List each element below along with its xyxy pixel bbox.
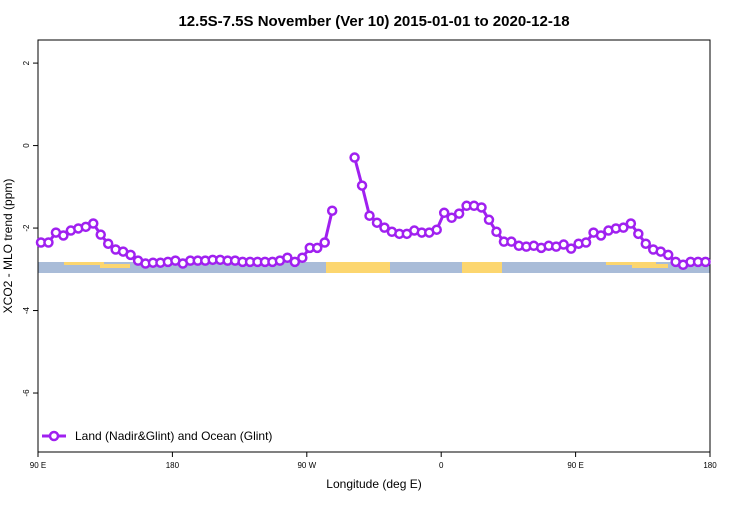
data-point bbox=[349, 152, 360, 163]
land-speck bbox=[100, 264, 130, 268]
data-point bbox=[58, 230, 69, 241]
data-point bbox=[326, 205, 338, 216]
data-point bbox=[595, 230, 607, 241]
x-tick-label: 0 bbox=[439, 461, 444, 470]
y-tick-label: 0 bbox=[22, 143, 31, 148]
y-axis-label: XCO2 - MLO trend (ppm) bbox=[1, 179, 15, 314]
plot-frame bbox=[37, 39, 711, 453]
data-point bbox=[640, 238, 652, 249]
legend-label: Land (Nadir&Glint) and Ocean (Glint) bbox=[75, 429, 272, 443]
data-point bbox=[438, 207, 450, 219]
data-point bbox=[491, 226, 502, 238]
data-point bbox=[88, 218, 99, 229]
x-tick-label: 90 W bbox=[297, 461, 316, 470]
data-point bbox=[312, 242, 323, 254]
data-point bbox=[506, 236, 517, 247]
data-point bbox=[446, 212, 457, 223]
data-point bbox=[356, 180, 368, 191]
land-strip bbox=[326, 262, 390, 273]
data-point bbox=[319, 237, 330, 248]
land-speck bbox=[632, 264, 668, 268]
data-point bbox=[371, 217, 383, 228]
data-point bbox=[431, 224, 442, 235]
y-tick-label: -4 bbox=[22, 306, 31, 314]
x-tick-label: 180 bbox=[166, 461, 180, 470]
data-point bbox=[125, 249, 136, 261]
x-tick-label: 90 E bbox=[30, 461, 46, 470]
legend: Land (Nadir&Glint) and Ocean (Glint) bbox=[42, 429, 272, 443]
land-ocean-strip bbox=[38, 262, 710, 273]
x-tick-label: 90 E bbox=[567, 461, 583, 470]
data-point bbox=[43, 237, 54, 248]
data-point bbox=[364, 210, 375, 221]
land-speck bbox=[606, 262, 656, 265]
x-tick-label: 180 bbox=[703, 461, 717, 470]
data-point bbox=[453, 208, 465, 219]
data-point bbox=[102, 238, 114, 249]
legend-marker bbox=[48, 430, 60, 442]
land-strip bbox=[462, 262, 502, 273]
chart-title: 12.5S-7.5S November (Ver 10) 2015-01-01 … bbox=[178, 13, 569, 30]
y-tick-label: 2 bbox=[22, 60, 31, 65]
y-tick-label: -2 bbox=[22, 224, 31, 232]
land-speck bbox=[64, 262, 104, 265]
series-line bbox=[40, 157, 706, 267]
data-point bbox=[700, 256, 711, 268]
data-point bbox=[379, 222, 390, 233]
data-point bbox=[565, 243, 577, 254]
data-point bbox=[580, 237, 592, 248]
y-tick-label: -6 bbox=[22, 389, 31, 397]
data-point bbox=[297, 252, 308, 264]
data-point bbox=[476, 202, 487, 213]
data-point bbox=[289, 256, 301, 268]
x-axis-label: Longitude (deg E) bbox=[326, 477, 421, 491]
data-point bbox=[558, 239, 569, 250]
data-point bbox=[625, 218, 637, 229]
data-point bbox=[282, 252, 293, 264]
data-point bbox=[662, 249, 674, 261]
data-point bbox=[95, 229, 106, 240]
data-point bbox=[633, 228, 644, 240]
data-point bbox=[618, 222, 629, 233]
data-point bbox=[483, 214, 495, 226]
